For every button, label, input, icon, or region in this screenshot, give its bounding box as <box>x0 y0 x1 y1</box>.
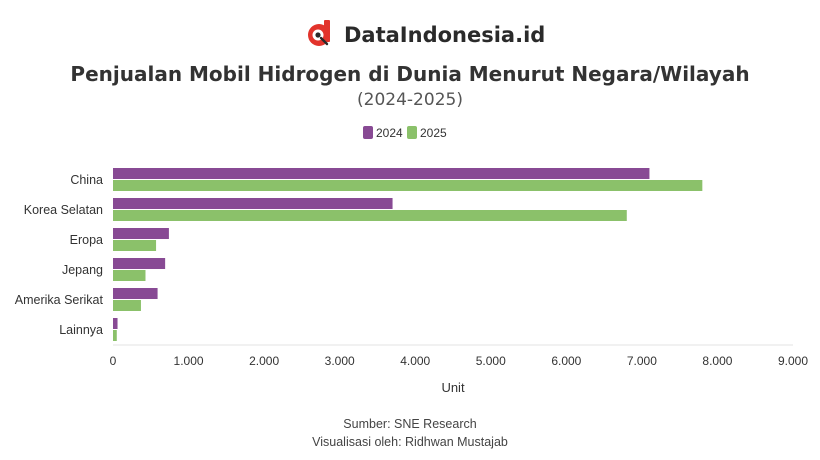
x-tick-label: 9.000 <box>778 354 808 368</box>
category-label: Korea Selatan <box>24 203 103 217</box>
x-tick-label: 5.000 <box>476 354 506 368</box>
category-label: Amerika Serikat <box>15 293 104 307</box>
bar-2024-lainnya <box>113 318 118 329</box>
plot-area: China Korea Selatan Eropa Jepang Amerika Ser… <box>15 168 808 368</box>
bar-2025-korea-selatan <box>113 210 627 221</box>
x-axis-title: Unit <box>441 380 465 395</box>
legend-swatch-2024 <box>363 126 373 139</box>
legend-label-2024: 2024 <box>376 126 403 140</box>
x-tick-label: 8.000 <box>702 354 732 368</box>
x-tick-label: 6.000 <box>551 354 581 368</box>
x-tick-label: 4.000 <box>400 354 430 368</box>
legend-label-2025: 2025 <box>420 126 447 140</box>
legend: 2024 2025 <box>363 126 447 140</box>
category-label: Jepang <box>62 263 103 277</box>
bar-2025-eropa <box>113 240 157 251</box>
legend-swatch-2025 <box>407 126 417 139</box>
category-label: Lainnya <box>59 323 103 337</box>
bar-2024-china <box>113 168 650 179</box>
category-label: China <box>70 173 103 187</box>
bar-2025-jepang <box>113 270 146 281</box>
x-tick-label: 2.000 <box>249 354 279 368</box>
brand-header: DataIndonesia.id <box>308 20 545 47</box>
bar-2025-amerika-serikat <box>113 300 141 311</box>
x-tick-label: 1.000 <box>174 354 204 368</box>
x-tick-label: 0 <box>110 354 117 368</box>
bar-2024-eropa <box>113 228 169 239</box>
bar-2025-lainnya <box>113 330 117 341</box>
category-label: Eropa <box>70 233 103 247</box>
x-tick-label: 3.000 <box>325 354 355 368</box>
x-tick-label: 7.000 <box>627 354 657 368</box>
chart-title: Penjualan Mobil Hidrogen di Dunia Menuru… <box>70 62 749 86</box>
bar-2024-jepang <box>113 258 166 269</box>
bar-2025-china <box>113 180 703 191</box>
brand-logo-icon <box>308 20 330 46</box>
bar-2024-amerika-serikat <box>113 288 158 299</box>
credit-note: Visualisasi oleh: Ridhwan Mustajab <box>312 435 508 449</box>
brand-name: DataIndonesia.id <box>344 23 545 47</box>
source-note: Sumber: SNE Research <box>343 417 476 431</box>
bar-2024-korea-selatan <box>113 198 393 209</box>
chart-subtitle: (2024-2025) <box>357 90 463 110</box>
